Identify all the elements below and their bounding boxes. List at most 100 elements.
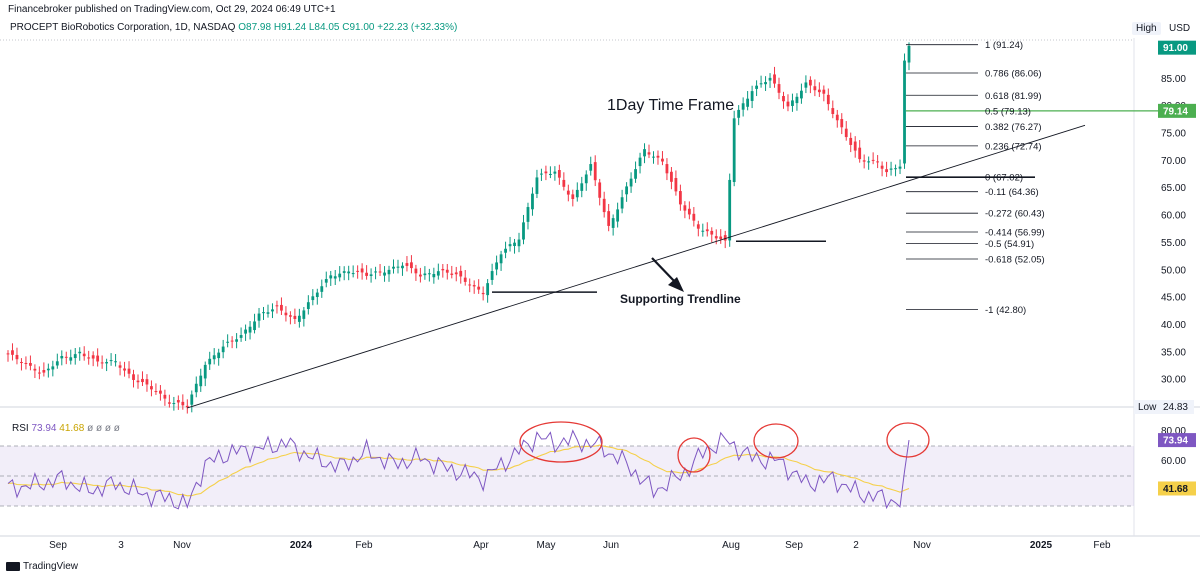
time-tick-label: Nov xyxy=(173,540,191,551)
fib-level-label: 0.786 (86.06) xyxy=(985,69,1042,80)
currency-label[interactable]: USD xyxy=(1169,23,1191,34)
candle-body xyxy=(42,370,46,373)
price-tick-label: 45.00 xyxy=(1161,293,1186,304)
candle-body xyxy=(194,383,198,393)
high-value: H91.24 xyxy=(273,22,307,33)
candle-body xyxy=(844,128,848,138)
candle-body xyxy=(728,179,732,241)
rsi-label: RSI xyxy=(12,423,29,434)
candle-body xyxy=(741,103,745,110)
candle-body xyxy=(297,315,301,322)
candle-body xyxy=(692,213,696,221)
rsi-highlight-circle xyxy=(519,421,603,463)
candle-body xyxy=(293,315,297,319)
candle-body xyxy=(212,355,216,360)
price-tick-label: 85.00 xyxy=(1161,74,1186,85)
candle-body xyxy=(750,91,754,101)
candle-body xyxy=(463,277,467,282)
candle-body xyxy=(620,197,624,209)
candle-body xyxy=(6,353,10,355)
candle-body xyxy=(369,274,373,276)
candle-body xyxy=(804,82,808,88)
low-value: L84.05 xyxy=(308,22,340,33)
price-tick-label: 50.00 xyxy=(1161,265,1186,276)
candle-body xyxy=(822,89,826,94)
price-tick-label: 65.00 xyxy=(1161,183,1186,194)
candle-body xyxy=(490,271,494,280)
candle-body xyxy=(239,335,243,338)
candle-body xyxy=(732,118,736,183)
candle-body xyxy=(324,279,328,283)
candle-body xyxy=(723,235,727,241)
candle-body xyxy=(898,166,902,169)
timeframe-annotation: 1Day Time Frame xyxy=(607,97,734,114)
candle-body xyxy=(445,269,449,273)
time-tick-label: 2025 xyxy=(1030,540,1053,551)
candle-body xyxy=(351,273,355,275)
scale-mode-button[interactable]: High xyxy=(1132,22,1161,35)
candle-body xyxy=(96,355,100,362)
candle-body xyxy=(746,98,750,107)
candle-body xyxy=(602,198,606,213)
candle-body xyxy=(575,189,579,198)
time-tick-label: 2024 xyxy=(290,540,313,551)
candle-body xyxy=(495,262,499,270)
candle-body xyxy=(611,218,615,228)
candle-body xyxy=(831,108,835,114)
candle-body xyxy=(903,60,906,164)
candle-body xyxy=(557,169,561,178)
candle-body xyxy=(468,284,472,286)
fib-price-tag-text: 79.14 xyxy=(1163,106,1188,117)
candle-body xyxy=(132,374,135,380)
last-price-tag-text: 91.00 xyxy=(1163,43,1188,54)
candle-body xyxy=(544,171,548,174)
candle-body xyxy=(365,272,369,276)
rsi-ma-tag-text: 41.68 xyxy=(1163,484,1188,495)
candle-body xyxy=(459,270,463,277)
rsi-legend: RSI 73.94 41.68 ø ø ø ø xyxy=(12,423,120,434)
candle-body xyxy=(55,361,59,366)
candle-body xyxy=(306,302,310,309)
footer-brand: TradingView xyxy=(23,561,79,572)
candle-body xyxy=(275,305,279,307)
candle-body xyxy=(647,152,651,155)
candle-body xyxy=(616,209,620,222)
time-tick-label: Nov xyxy=(913,540,931,551)
candle-body xyxy=(759,83,763,85)
candle-body xyxy=(302,310,306,319)
candle-body xyxy=(791,100,794,106)
candle-body xyxy=(826,94,830,105)
rsi-value-tag-text: 73.94 xyxy=(1163,436,1188,447)
candle-body xyxy=(37,372,41,374)
candle-body xyxy=(51,366,55,370)
candle-body xyxy=(20,362,23,364)
candle-body xyxy=(553,171,557,174)
candle-body xyxy=(808,79,812,86)
axes: 85.00 80.00 75.00 70.00 65.00 60.00 55.00 50.00… xyxy=(49,40,1196,551)
candle-body xyxy=(356,270,360,272)
candle-body xyxy=(154,391,158,393)
candle-body xyxy=(118,365,122,368)
fibonacci-retracement: 1 (91.24) 0.786 (86.06) 0.618 (81.99) 0.5 (… xyxy=(906,40,1158,316)
time-tick-label: Apr xyxy=(473,540,489,551)
fib-level-label: -0.618 (52.05) xyxy=(985,255,1045,266)
candle-body xyxy=(69,357,73,361)
candle-body xyxy=(141,378,144,383)
candle-body xyxy=(795,96,799,104)
rsi-pane xyxy=(0,421,1134,510)
candles xyxy=(6,42,911,414)
candle-body xyxy=(589,164,593,171)
candle-body xyxy=(15,354,19,360)
candle-body xyxy=(333,276,337,279)
candle-body xyxy=(849,137,853,145)
open-value: O87.98 xyxy=(238,22,272,33)
candle-body xyxy=(880,165,884,169)
fib-level-label: 0.5 (79.13) xyxy=(985,106,1031,117)
fib-level-label: 0.236 (72.74) xyxy=(985,141,1042,152)
candle-body xyxy=(235,339,239,342)
change-value: +22.23 (+32.33%) xyxy=(377,22,458,33)
candle-body xyxy=(687,208,691,215)
candle-body xyxy=(477,286,481,290)
candle-body xyxy=(347,271,351,274)
